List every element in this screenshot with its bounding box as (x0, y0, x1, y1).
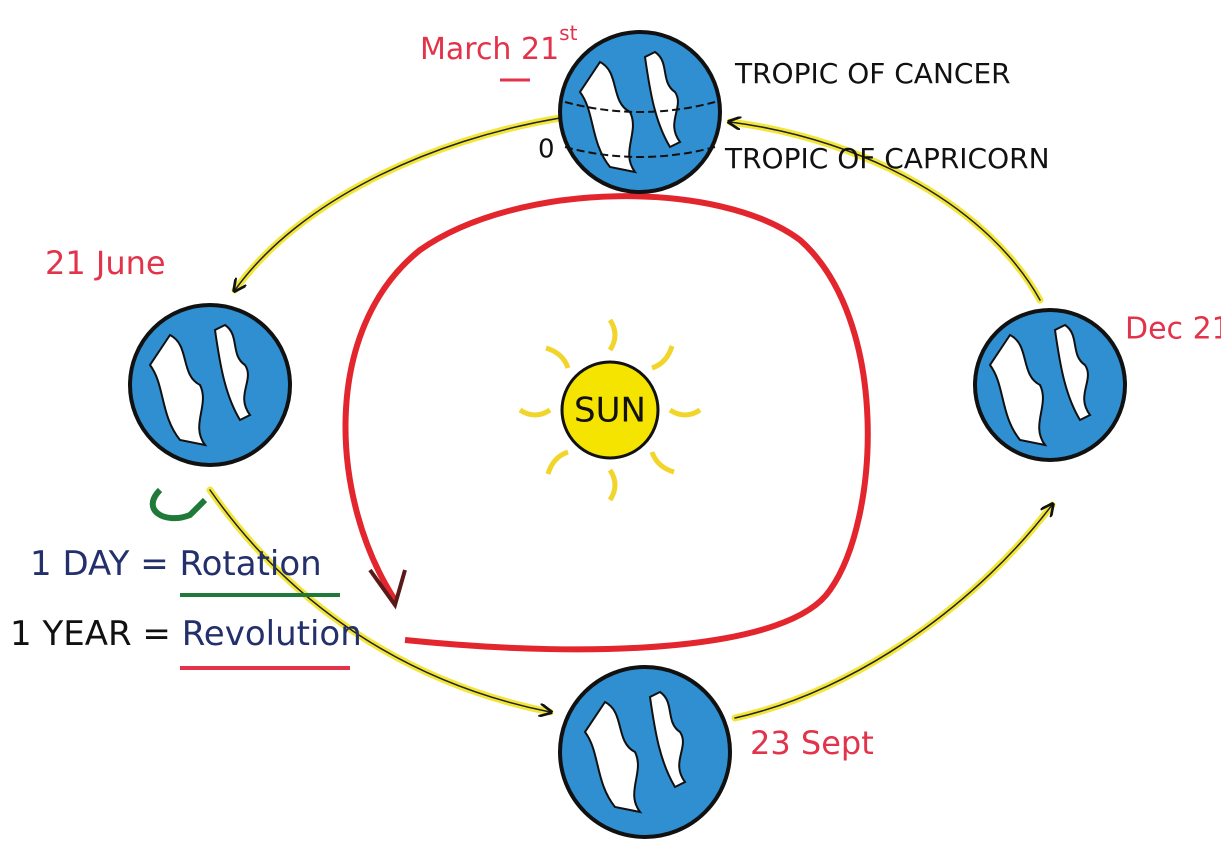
rotation-arrow (153, 490, 205, 518)
globe-march (560, 32, 720, 192)
day-line: 1 DAY = Rotation (30, 544, 322, 584)
sun-label: SUN (574, 391, 646, 431)
september-label: 23 Sept (750, 724, 874, 762)
tropic-cancer: TROPIC OF CANCER (734, 57, 1011, 90)
march-label: March 21st (420, 21, 578, 67)
day-meaning: Rotation (180, 544, 322, 584)
tropic-capricorn: TROPIC OF CAPRICORN (724, 142, 1050, 175)
year-meaning: Revolution (182, 614, 362, 654)
year-term: 1 YEAR = (10, 614, 171, 654)
march-date: March 21 (420, 32, 559, 67)
day-term: 1 DAY = (30, 544, 169, 584)
globe-december (975, 310, 1125, 460)
year-line: 1 YEAR = Revolution (10, 614, 362, 654)
globe-june (130, 305, 290, 465)
globe-september (560, 667, 730, 837)
zero-label: 0 (538, 135, 555, 165)
june-label: 21 June (45, 244, 166, 282)
diagram: SUN March 21st TROPIC OF CANCER TROPIC O… (0, 0, 1221, 841)
december-label: Dec 21 (1125, 312, 1221, 347)
march-suffix: st (559, 21, 577, 45)
